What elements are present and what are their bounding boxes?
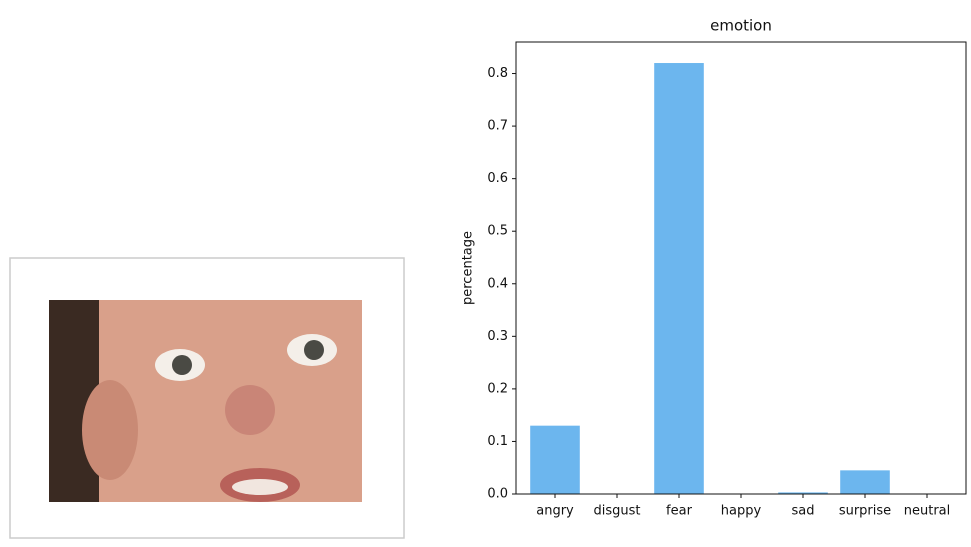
x-tick-label: surprise — [839, 504, 891, 519]
y-tick-label: 0.5 — [487, 224, 508, 239]
chart-title: emotion — [710, 17, 772, 35]
bar — [778, 492, 828, 494]
y-tick-label: 0.4 — [487, 276, 508, 291]
y-axis-label: percentage — [461, 231, 476, 305]
photo-nose — [225, 385, 275, 435]
photo-ear — [82, 380, 138, 480]
y-tick-label: 0.0 — [487, 487, 508, 502]
plot-frame — [515, 41, 967, 495]
x-tick-label: sad — [792, 504, 815, 519]
photo-frame — [9, 257, 405, 539]
chart: emotion percentage — [461, 17, 772, 306]
photo-teeth — [232, 479, 288, 495]
x-tick-label: neutral — [904, 504, 951, 519]
y-tick-label: 0.7 — [487, 119, 508, 134]
x-tick-label: disgust — [594, 504, 641, 519]
photo-iris — [304, 340, 324, 360]
y-tick-label: 0.6 — [487, 171, 508, 186]
x-tick-label: happy — [721, 504, 762, 519]
x-tick-label: angry — [536, 504, 574, 519]
y-tick-label: 0.1 — [487, 434, 508, 449]
y-tick-label: 0.8 — [487, 66, 508, 81]
y-tick-label: 0.3 — [487, 329, 508, 344]
y-tick-label: 0.2 — [487, 381, 508, 396]
photo-iris — [172, 355, 192, 375]
bar — [530, 425, 580, 494]
bar — [654, 63, 704, 494]
x-tick-label: fear — [666, 504, 693, 519]
bar — [840, 470, 890, 494]
